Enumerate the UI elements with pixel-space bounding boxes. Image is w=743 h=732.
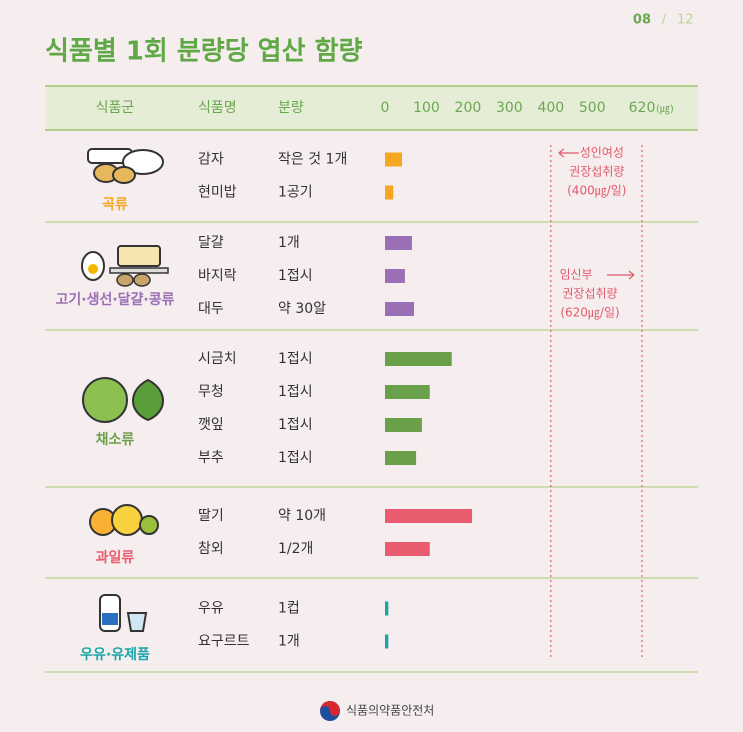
icon-cabbage	[82, 377, 128, 423]
bar	[385, 451, 417, 465]
unit-label: (㎍)	[656, 104, 674, 115]
footer: 식품의약품안전처	[320, 701, 434, 721]
footer-text: 식품의약품안전처	[346, 703, 434, 718]
group-icon	[82, 377, 164, 423]
portion: 1접시	[278, 450, 313, 466]
x-tick-label: 400	[537, 100, 564, 116]
page-separator: /	[662, 13, 667, 28]
icon-tofu	[117, 245, 161, 267]
column-header: 분량	[278, 100, 304, 116]
x-tick-label: 0	[381, 100, 390, 116]
icon-leaf	[132, 378, 164, 422]
food-name: 우유	[198, 601, 224, 617]
bar	[385, 509, 473, 523]
group-label: 우유·유제품	[80, 647, 150, 663]
portion: 1컵	[278, 601, 300, 617]
portion: 1공기	[278, 185, 313, 201]
page-total: 12	[677, 13, 694, 28]
group-label: 곡류	[102, 197, 128, 213]
icon-yogurt	[126, 612, 148, 632]
icon-kiwi	[139, 515, 159, 535]
group-label: 채소류	[96, 432, 135, 448]
group-icon	[81, 245, 169, 287]
bar	[385, 236, 412, 250]
bar	[385, 418, 422, 432]
food-name: 대두	[198, 301, 224, 317]
portion: 1접시	[278, 268, 313, 284]
food-name: 깻잎	[198, 417, 224, 433]
food-name: 바지락	[198, 268, 237, 284]
portion: 1/2개	[278, 541, 313, 557]
page-number: 08	[633, 13, 651, 28]
x-tick-label: 300	[496, 100, 523, 116]
column-header: 식품군	[96, 100, 135, 116]
portion: 약 10개	[278, 508, 326, 524]
annotation-arrow	[607, 270, 635, 280]
group-icon	[87, 148, 164, 184]
x-tick-label: 100	[413, 100, 440, 116]
column-header: 식품명	[198, 100, 237, 116]
food-name: 부추	[198, 450, 224, 466]
portion: 1접시	[278, 417, 313, 433]
annotation-text: 성인여성	[580, 146, 624, 160]
x-tick-label: 200	[455, 100, 482, 116]
portion: 약 30알	[278, 301, 326, 317]
x-tick-label: 620	[629, 100, 656, 116]
group-label: 과일류	[96, 550, 135, 566]
annotation-text: 권장섭취량	[562, 287, 617, 301]
food-name: 달걀	[198, 235, 224, 251]
annotation-arrow	[558, 148, 579, 158]
bar	[385, 634, 389, 649]
portion: 작은 것 1개	[278, 152, 347, 168]
bar	[385, 269, 405, 283]
group-icon	[89, 504, 159, 536]
food-name: 참외	[198, 541, 224, 557]
icon-rice	[122, 149, 164, 175]
bar	[385, 152, 402, 167]
bar	[385, 352, 452, 366]
annotation-text: 권장섭취량	[569, 165, 624, 179]
food-name: 감자	[198, 152, 224, 168]
food-name: 무청	[198, 384, 224, 400]
food-name: 시금치	[198, 351, 237, 367]
icon-potato	[112, 166, 136, 184]
food-name: 현미밥	[198, 185, 237, 201]
group-icon	[99, 594, 148, 632]
header-band	[45, 87, 698, 130]
bar	[385, 542, 430, 556]
icon-milk-label	[102, 613, 118, 625]
annotation-text: 임신부	[559, 268, 592, 282]
portion: 1개	[278, 235, 300, 251]
portion: 1접시	[278, 384, 313, 400]
icon-melon	[111, 504, 143, 536]
portion: 1개	[278, 634, 300, 650]
annotation-text: (400㎍/일)	[567, 184, 626, 198]
annotation-text: (620㎍/일)	[560, 306, 619, 320]
bar	[385, 601, 389, 616]
group-label: 고기·생선·달걀·콩류	[56, 292, 175, 308]
x-tick-label: 500	[579, 100, 606, 116]
logo-part	[320, 701, 340, 716]
icon-bean	[116, 273, 134, 287]
bar	[385, 185, 394, 200]
portion: 1접시	[278, 351, 313, 367]
icon-bean	[133, 273, 151, 287]
chart-title: 식품별 1회 분량당 엽산 함량	[45, 37, 362, 67]
icon-plate	[109, 267, 169, 274]
bar	[385, 385, 430, 399]
food-name: 딸기	[198, 508, 224, 524]
icon-yolk	[88, 264, 98, 274]
bar	[385, 302, 415, 316]
food-name: 요구르트	[198, 634, 250, 650]
